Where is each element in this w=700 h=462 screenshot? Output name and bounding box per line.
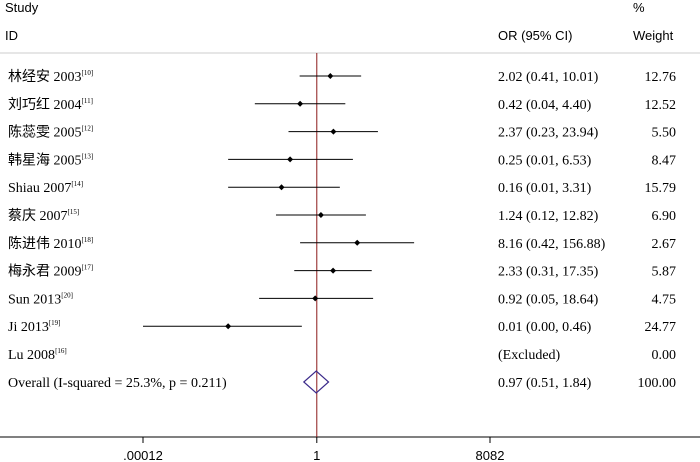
weight-text: 0.00 xyxy=(652,348,677,363)
study-name: Lu 2008 xyxy=(8,348,55,363)
study-label: 刘巧红 2004[11] xyxy=(8,97,93,113)
x-tick-label: .00012 xyxy=(123,448,163,462)
weight-text: 12.76 xyxy=(645,70,677,85)
study-name: 梅永君 2009 xyxy=(8,264,82,280)
study-label: 韩星海 2005[13] xyxy=(8,152,93,168)
ci-text: 0.25 (0.01, 6.53) xyxy=(498,153,592,168)
header-or: OR (95% CI) xyxy=(498,28,572,43)
study-row: 林经安 2003[10] 2.02 (0.41, 10.01) 12.76 xyxy=(8,69,676,85)
study-ref: [16] xyxy=(55,347,67,355)
weight-text: 24.77 xyxy=(645,320,677,335)
overall-label: Overall (I-squared = 25.3%, p = 0.211) xyxy=(8,376,227,391)
study-ref: [18] xyxy=(82,236,94,244)
overall-diamond xyxy=(302,370,330,394)
study-ref: [15] xyxy=(68,208,80,216)
study-name: 韩星海 2005 xyxy=(8,152,82,168)
study-name: 陈蕊雯 2005 xyxy=(8,124,82,141)
weight-text: 6.90 xyxy=(652,209,677,224)
ci-text: 0.92 (0.05, 18.64) xyxy=(498,292,599,307)
ci-text: (Excluded) xyxy=(498,348,561,363)
header-id: ID xyxy=(5,28,18,43)
point-estimate xyxy=(312,295,319,302)
study-row: 陈进伟 2010[18] 8.16 (0.42, 156.88) 2.67 xyxy=(8,235,676,252)
point-estimate xyxy=(317,212,324,218)
overall-weight-text: 100.00 xyxy=(638,376,677,391)
study-label: 陈进伟 2010[18] xyxy=(8,235,93,252)
ci-text: 2.02 (0.41, 10.01) xyxy=(498,70,599,85)
study-label: 梅永君 2009[17] xyxy=(8,264,93,280)
study-label: Lu 2008[16] xyxy=(8,347,67,363)
weight-text: 8.47 xyxy=(652,153,677,168)
header-weight: Weight xyxy=(633,28,674,43)
study-row: 韩星海 2005[13] 0.25 (0.01, 6.53) 8.47 xyxy=(8,152,676,168)
ci-text: 2.33 (0.31, 17.35) xyxy=(498,265,599,280)
study-ref: [13] xyxy=(82,152,94,160)
study-ref: [10] xyxy=(82,69,94,77)
x-tick-label: 1 xyxy=(313,448,320,462)
study-ref: [20] xyxy=(61,291,73,299)
ci-text: 0.42 (0.04, 4.40) xyxy=(498,98,592,113)
study-ref: [19] xyxy=(49,319,61,327)
study-label: Shiau 2007[14] xyxy=(8,180,83,196)
study-name: 刘巧红 2004 xyxy=(8,97,82,113)
study-row: 蔡庆 2007[15] 1.24 (0.12, 12.82) 6.90 xyxy=(8,208,676,224)
weight-text: 15.79 xyxy=(645,181,677,196)
weight-text: 2.67 xyxy=(652,237,677,252)
study-ref: [11] xyxy=(82,97,93,105)
study-label: Sun 2013[20] xyxy=(8,291,73,307)
study-row: 刘巧红 2004[11] 0.42 (0.04, 4.40) 12.52 xyxy=(8,97,676,113)
header-study: Study xyxy=(5,0,39,15)
weight-text: 12.52 xyxy=(645,98,677,113)
study-name: Shiau 2007 xyxy=(8,181,71,196)
ci-text: 0.01 (0.00, 0.46) xyxy=(498,320,592,335)
ci-text: 1.24 (0.12, 12.82) xyxy=(498,209,599,224)
study-row: Shiau 2007[14] 0.16 (0.01, 3.31) 15.79 xyxy=(8,180,676,196)
overall-ci-text: 0.97 (0.51, 1.84) xyxy=(498,376,592,391)
point-estimate xyxy=(330,128,337,135)
point-estimate xyxy=(354,239,361,246)
study-label: 林经安 2003[10] xyxy=(8,69,93,85)
study-ref: [14] xyxy=(71,180,83,188)
study-ref: [12] xyxy=(82,125,94,133)
study-label: Ji 2013[19] xyxy=(8,319,61,335)
study-row: Ji 2013[19] 0.01 (0.00, 0.46) 24.77 xyxy=(8,319,676,335)
point-estimate xyxy=(225,323,232,330)
study-label: 蔡庆 2007[15] xyxy=(8,208,79,224)
study-name: 蔡庆 2007 xyxy=(8,208,68,224)
point-estimate xyxy=(287,156,294,163)
study-ref: [17] xyxy=(82,264,94,272)
study-label: 陈蕊雯 2005[12] xyxy=(8,124,93,141)
study-name: Ji 2013 xyxy=(8,320,49,335)
study-name: 陈进伟 2010 xyxy=(8,235,82,252)
ci-text: 8.16 (0.42, 156.88) xyxy=(498,237,606,252)
weight-text: 4.75 xyxy=(652,292,677,307)
study-row: Lu 2008[16] (Excluded) 0.00 xyxy=(8,347,676,363)
overall-row: Overall (I-squared = 25.3%, p = 0.211) 0.… xyxy=(8,370,677,394)
point-estimate xyxy=(330,267,337,274)
study-row: Sun 2013[20] 0.92 (0.05, 18.64) 4.75 xyxy=(8,291,676,307)
ci-text: 2.37 (0.23, 23.94) xyxy=(498,126,599,141)
study-row: 梅永君 2009[17] 2.33 (0.31, 17.35) 5.87 xyxy=(8,264,676,280)
point-estimate xyxy=(278,184,285,191)
x-tick-label: 8082 xyxy=(476,448,505,462)
study-row: 陈蕊雯 2005[12] 2.37 (0.23, 23.94) 5.50 xyxy=(8,124,676,141)
study-name: Sun 2013 xyxy=(8,292,61,307)
weight-text: 5.87 xyxy=(652,265,677,280)
weight-text: 5.50 xyxy=(652,126,677,141)
point-estimate xyxy=(327,73,334,79)
ci-text: 0.16 (0.01, 3.31) xyxy=(498,181,592,196)
header-percent: % xyxy=(633,0,645,15)
point-estimate xyxy=(297,100,304,107)
study-name: 林经安 2003 xyxy=(8,69,82,85)
